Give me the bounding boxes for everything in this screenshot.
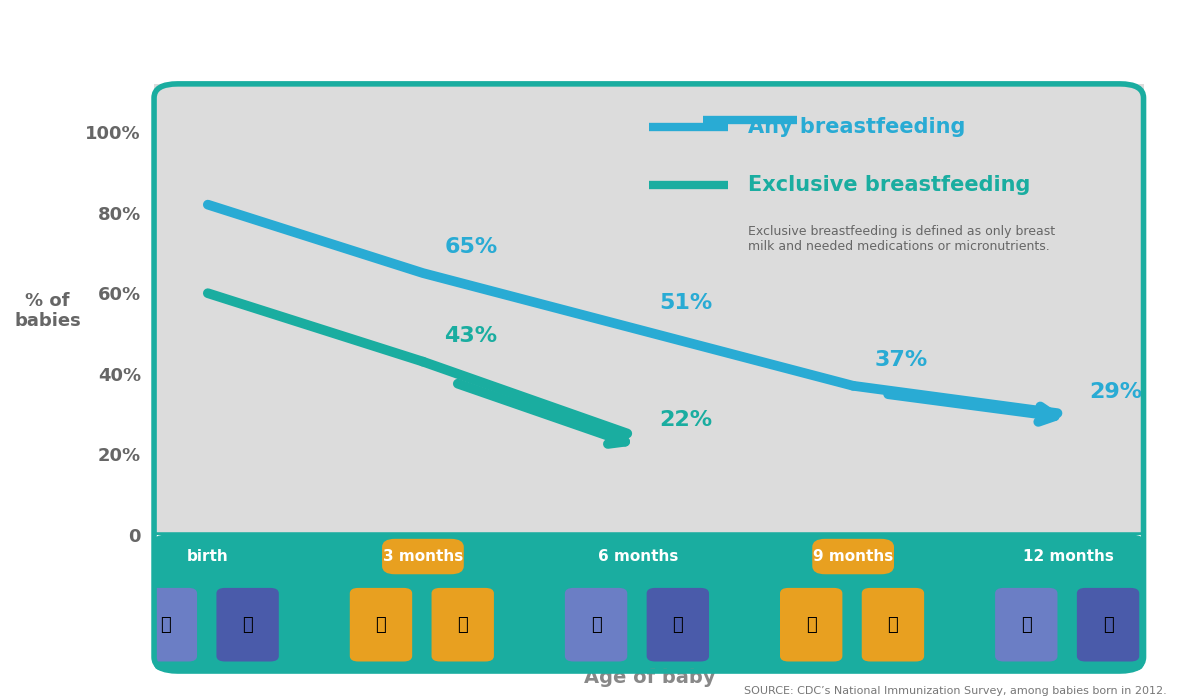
Text: 🍼: 🍼 <box>806 616 816 634</box>
Text: 6 months: 6 months <box>598 549 678 564</box>
Text: 29%: 29% <box>1090 382 1142 402</box>
FancyBboxPatch shape <box>647 588 709 661</box>
FancyBboxPatch shape <box>154 535 1144 671</box>
Text: Any breastfeeding: Any breastfeeding <box>748 117 965 137</box>
FancyBboxPatch shape <box>382 539 463 575</box>
FancyBboxPatch shape <box>1077 588 1139 661</box>
FancyBboxPatch shape <box>995 588 1057 661</box>
FancyBboxPatch shape <box>350 588 412 661</box>
Text: 🐴: 🐴 <box>457 616 468 634</box>
Text: 51%: 51% <box>660 294 713 313</box>
Text: 🐴: 🐴 <box>672 616 684 634</box>
FancyBboxPatch shape <box>780 588 843 661</box>
Text: % of
babies: % of babies <box>14 291 81 331</box>
Text: 🍼: 🍼 <box>376 616 386 634</box>
Text: Percentage of babies breastfeeding during the first year: Percentage of babies breastfeeding durin… <box>0 19 1185 55</box>
Text: Age of baby: Age of baby <box>584 668 715 687</box>
Text: 65%: 65% <box>444 237 498 257</box>
Text: 🍼: 🍼 <box>590 616 602 634</box>
FancyBboxPatch shape <box>812 539 893 575</box>
Text: 3 months: 3 months <box>383 549 463 564</box>
Text: 22%: 22% <box>660 410 712 430</box>
FancyBboxPatch shape <box>565 588 627 661</box>
FancyBboxPatch shape <box>1027 539 1109 575</box>
Text: SOURCE: CDC’s National Immunization Survey, among babies born in 2012.: SOURCE: CDC’s National Immunization Surv… <box>744 686 1167 696</box>
Text: 🍼: 🍼 <box>160 616 172 634</box>
FancyBboxPatch shape <box>431 588 494 661</box>
FancyBboxPatch shape <box>861 588 924 661</box>
Text: 9 months: 9 months <box>813 549 893 564</box>
Text: 12 months: 12 months <box>1023 549 1114 564</box>
Text: birth: birth <box>187 549 229 564</box>
Text: Exclusive breastfeeding: Exclusive breastfeeding <box>748 175 1030 195</box>
Text: 🍼: 🍼 <box>1021 616 1032 634</box>
Text: Exclusive breastfeeding is defined as only breast
milk and needed medications or: Exclusive breastfeeding is defined as on… <box>748 225 1055 254</box>
Text: 🐴: 🐴 <box>888 616 898 634</box>
FancyBboxPatch shape <box>167 539 249 575</box>
Text: 37%: 37% <box>875 350 928 370</box>
FancyBboxPatch shape <box>217 588 278 661</box>
Text: 43%: 43% <box>444 326 498 345</box>
Text: 🐴: 🐴 <box>242 616 252 634</box>
FancyBboxPatch shape <box>135 588 197 661</box>
Text: 🐴: 🐴 <box>1103 616 1114 634</box>
FancyBboxPatch shape <box>597 539 679 575</box>
